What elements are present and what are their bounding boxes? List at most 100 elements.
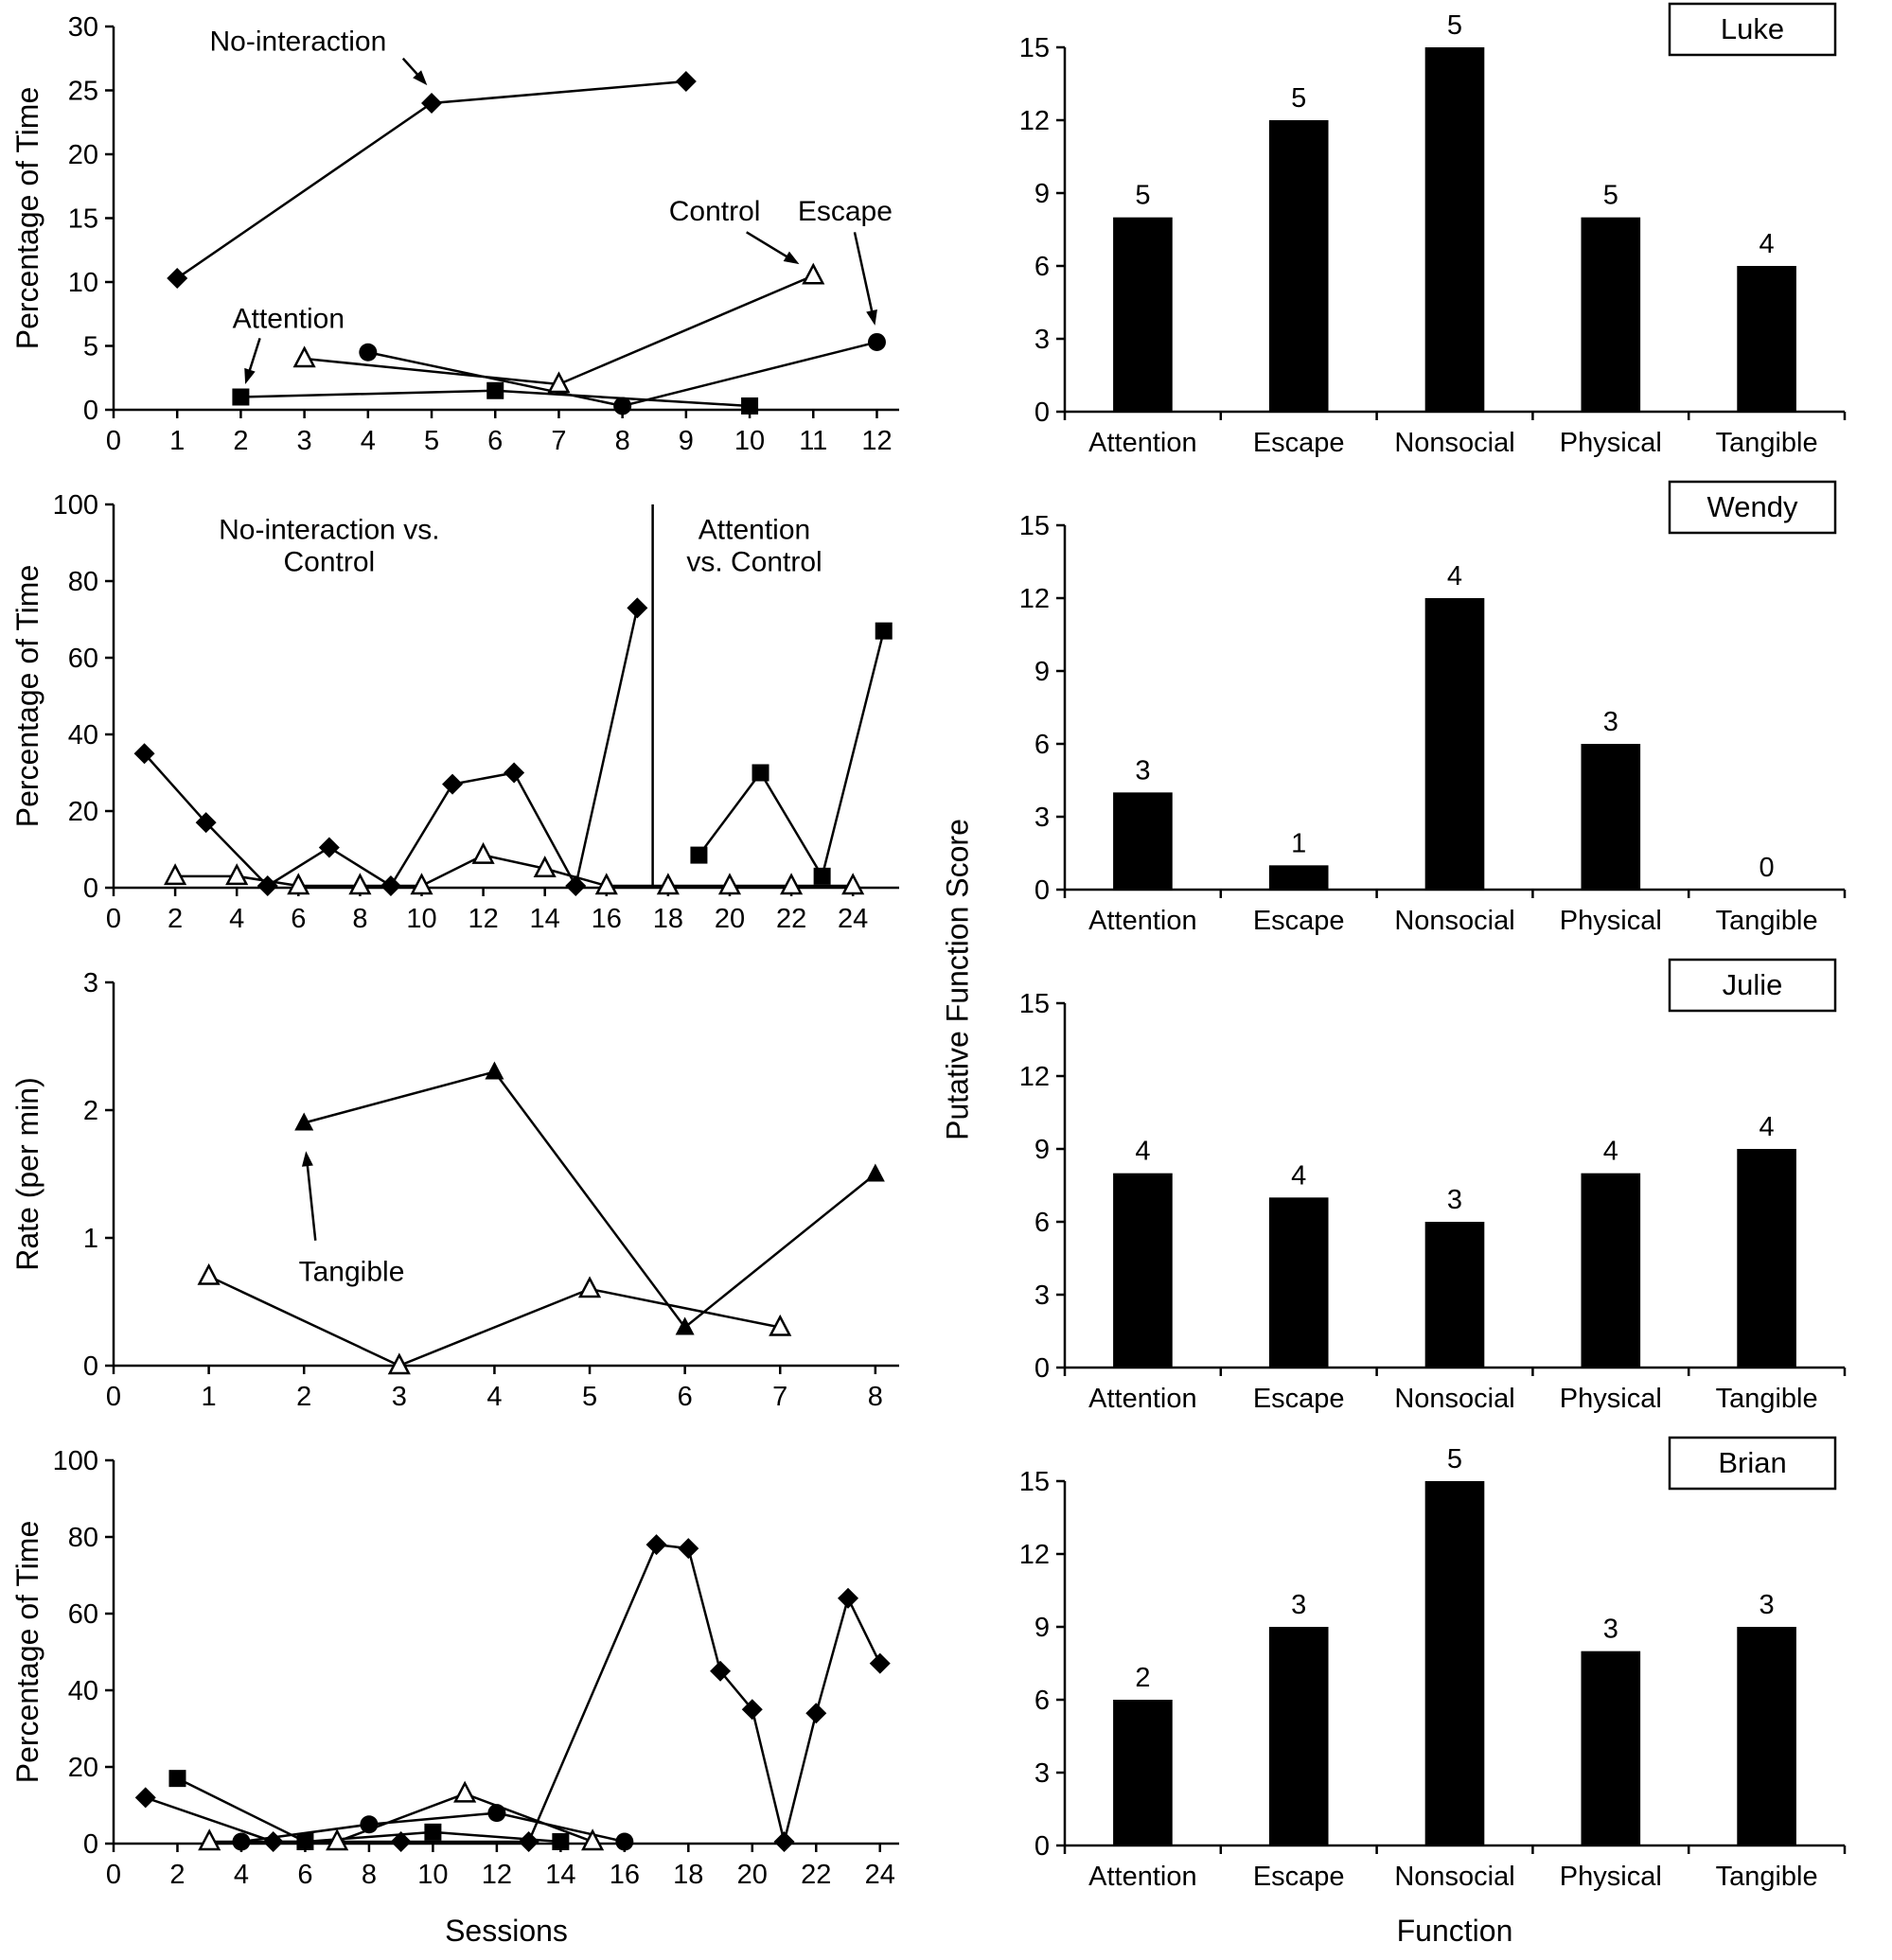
- y-tick-label: 12: [1019, 584, 1050, 614]
- x-tick-label: 20: [715, 904, 745, 934]
- bar-Tangible: [1737, 1149, 1796, 1368]
- x-tick-label: 10: [406, 904, 436, 934]
- category-label: Nonsocial: [1394, 1384, 1514, 1414]
- y-axis-label: Percentage of Time: [10, 565, 44, 827]
- annotation-text: No-interaction vs.: [219, 514, 439, 545]
- x-tick-label: 0: [106, 426, 121, 456]
- line-chart-julie: 0 1 2 3 0 1 2 3 4 5 6 7 8 Rate (per min) Tangible: [10, 968, 899, 1412]
- y-tick-label: 0: [83, 1829, 98, 1860]
- y-tick-label: 6: [1034, 252, 1050, 282]
- marker-square-filled: [424, 1823, 442, 1841]
- x-tick-label: 3: [297, 426, 312, 456]
- y-tick-label: 12: [1019, 1062, 1050, 1092]
- y-tick-label: 12: [1019, 1540, 1050, 1570]
- participant-name-box: [1668, 480, 1837, 535]
- bar-Tangible: [1737, 1627, 1796, 1845]
- marker-diamond-filled: [256, 874, 278, 896]
- bar-Nonsocial: [1424, 1481, 1485, 1845]
- category-label: Physical: [1560, 1384, 1662, 1414]
- category-label: Tangible: [1716, 1862, 1818, 1892]
- marker-diamond-filled: [805, 1703, 827, 1724]
- y-tick-label: 20: [68, 797, 98, 827]
- marker-triangle-open: [292, 345, 316, 368]
- marker-diamond-filled: [869, 1652, 891, 1674]
- bar-value-label: 5: [1447, 10, 1462, 41]
- annotation-text: vs. Control: [686, 546, 822, 577]
- y-tick-label: 0: [1034, 875, 1050, 906]
- series-line-Attention: [698, 630, 885, 880]
- marker-triangle-open: [769, 1314, 792, 1336]
- annotation-arrow: [853, 232, 875, 315]
- y-tick-label: 0: [83, 396, 98, 426]
- bar-value-label: 4: [1759, 1112, 1775, 1142]
- annotation-arrow: [746, 231, 790, 259]
- marker-triangle-open: [547, 371, 571, 394]
- x-tick-label: 8: [362, 1860, 377, 1890]
- marker-square-filled: [296, 1832, 314, 1850]
- y-tick-label: 3: [1034, 1280, 1050, 1311]
- y-tick-label: 2: [83, 1096, 98, 1126]
- marker-diamond-filled: [678, 1538, 699, 1560]
- bar-value-label: 1: [1291, 828, 1306, 858]
- bar-Tangible: [1737, 266, 1796, 412]
- annotation-arrowhead: [244, 367, 256, 384]
- category-label: Attention: [1088, 1384, 1196, 1414]
- bar-chart-brian: 0 3 6 9 12 15 Attention 2 Escape 3 Nonsocial 5 Physi…: [1019, 1436, 1847, 1892]
- y-tick-label: 15: [1019, 511, 1050, 541]
- bar-Escape: [1268, 120, 1329, 412]
- x-tick-label: 2: [233, 426, 248, 456]
- marker-triangle-open: [348, 873, 372, 895]
- y-tick-label: 9: [1034, 657, 1050, 687]
- y-tick-label: 60: [68, 1599, 98, 1630]
- marker-diamond-filled: [838, 1587, 859, 1609]
- category-label: Tangible: [1716, 906, 1818, 936]
- x-tick-label: 20: [737, 1860, 768, 1890]
- x-tick-label: 0: [106, 1860, 121, 1890]
- bar-chart-julie: 0 3 6 9 12 15 Attention 4 Escape 4 Nonsocial 3 Physi…: [1019, 958, 1847, 1414]
- function-axis-label: Function: [1396, 1914, 1513, 1948]
- bar-Physical: [1581, 744, 1641, 890]
- x-tick-label: 2: [296, 1382, 311, 1412]
- y-tick-label: 15: [1019, 989, 1050, 1019]
- marker-circle-filled: [867, 332, 886, 351]
- marker-triangle-open: [453, 1780, 477, 1803]
- marker-triangle-filled: [675, 1316, 695, 1335]
- marker-diamond-filled: [675, 71, 697, 93]
- y-tick-label: 100: [53, 1446, 98, 1476]
- y-tick-label: 0: [1034, 1831, 1050, 1862]
- x-tick-label: 18: [653, 904, 683, 934]
- y-tick-label: 40: [68, 720, 98, 750]
- marker-circle-filled: [360, 1815, 379, 1834]
- y-tick-label: 1: [83, 1224, 98, 1254]
- x-tick-label: 5: [582, 1382, 597, 1412]
- series-line-Escape: [240, 1811, 626, 1844]
- y-axis-label: Percentage of Time: [10, 87, 44, 349]
- category-label: Physical: [1560, 428, 1662, 458]
- category-label: Physical: [1560, 906, 1662, 936]
- y-tick-label: 9: [1034, 1135, 1050, 1165]
- x-tick-label: 6: [291, 904, 306, 934]
- marker-diamond-filled: [741, 1699, 763, 1721]
- marker-diamond-filled: [710, 1660, 732, 1682]
- bar-value-label: 3: [1603, 707, 1618, 737]
- marker-triangle-open: [387, 1352, 411, 1375]
- x-tick-label: 14: [545, 1860, 575, 1890]
- y-axis-label: Rate (per min): [10, 1077, 44, 1271]
- y-tick-label: 9: [1034, 1613, 1050, 1643]
- bar-Escape: [1268, 865, 1329, 890]
- marker-square-filled: [741, 397, 759, 415]
- participant-name-label: Luke: [1721, 12, 1784, 45]
- x-tick-label: 1: [202, 1382, 217, 1412]
- x-tick-label: 7: [772, 1382, 787, 1412]
- marker-square-filled: [751, 764, 769, 782]
- category-label: Escape: [1253, 1862, 1345, 1892]
- x-tick-label: 4: [234, 1860, 249, 1890]
- marker-triangle-open: [533, 856, 557, 877]
- x-tick-label: 14: [530, 904, 560, 934]
- y-tick-label: 25: [68, 77, 98, 107]
- x-tick-label: 12: [482, 1860, 512, 1890]
- x-tick-label: 7: [551, 426, 566, 456]
- annotation-arrow: [247, 338, 261, 374]
- marker-diamond-filled: [390, 1830, 412, 1852]
